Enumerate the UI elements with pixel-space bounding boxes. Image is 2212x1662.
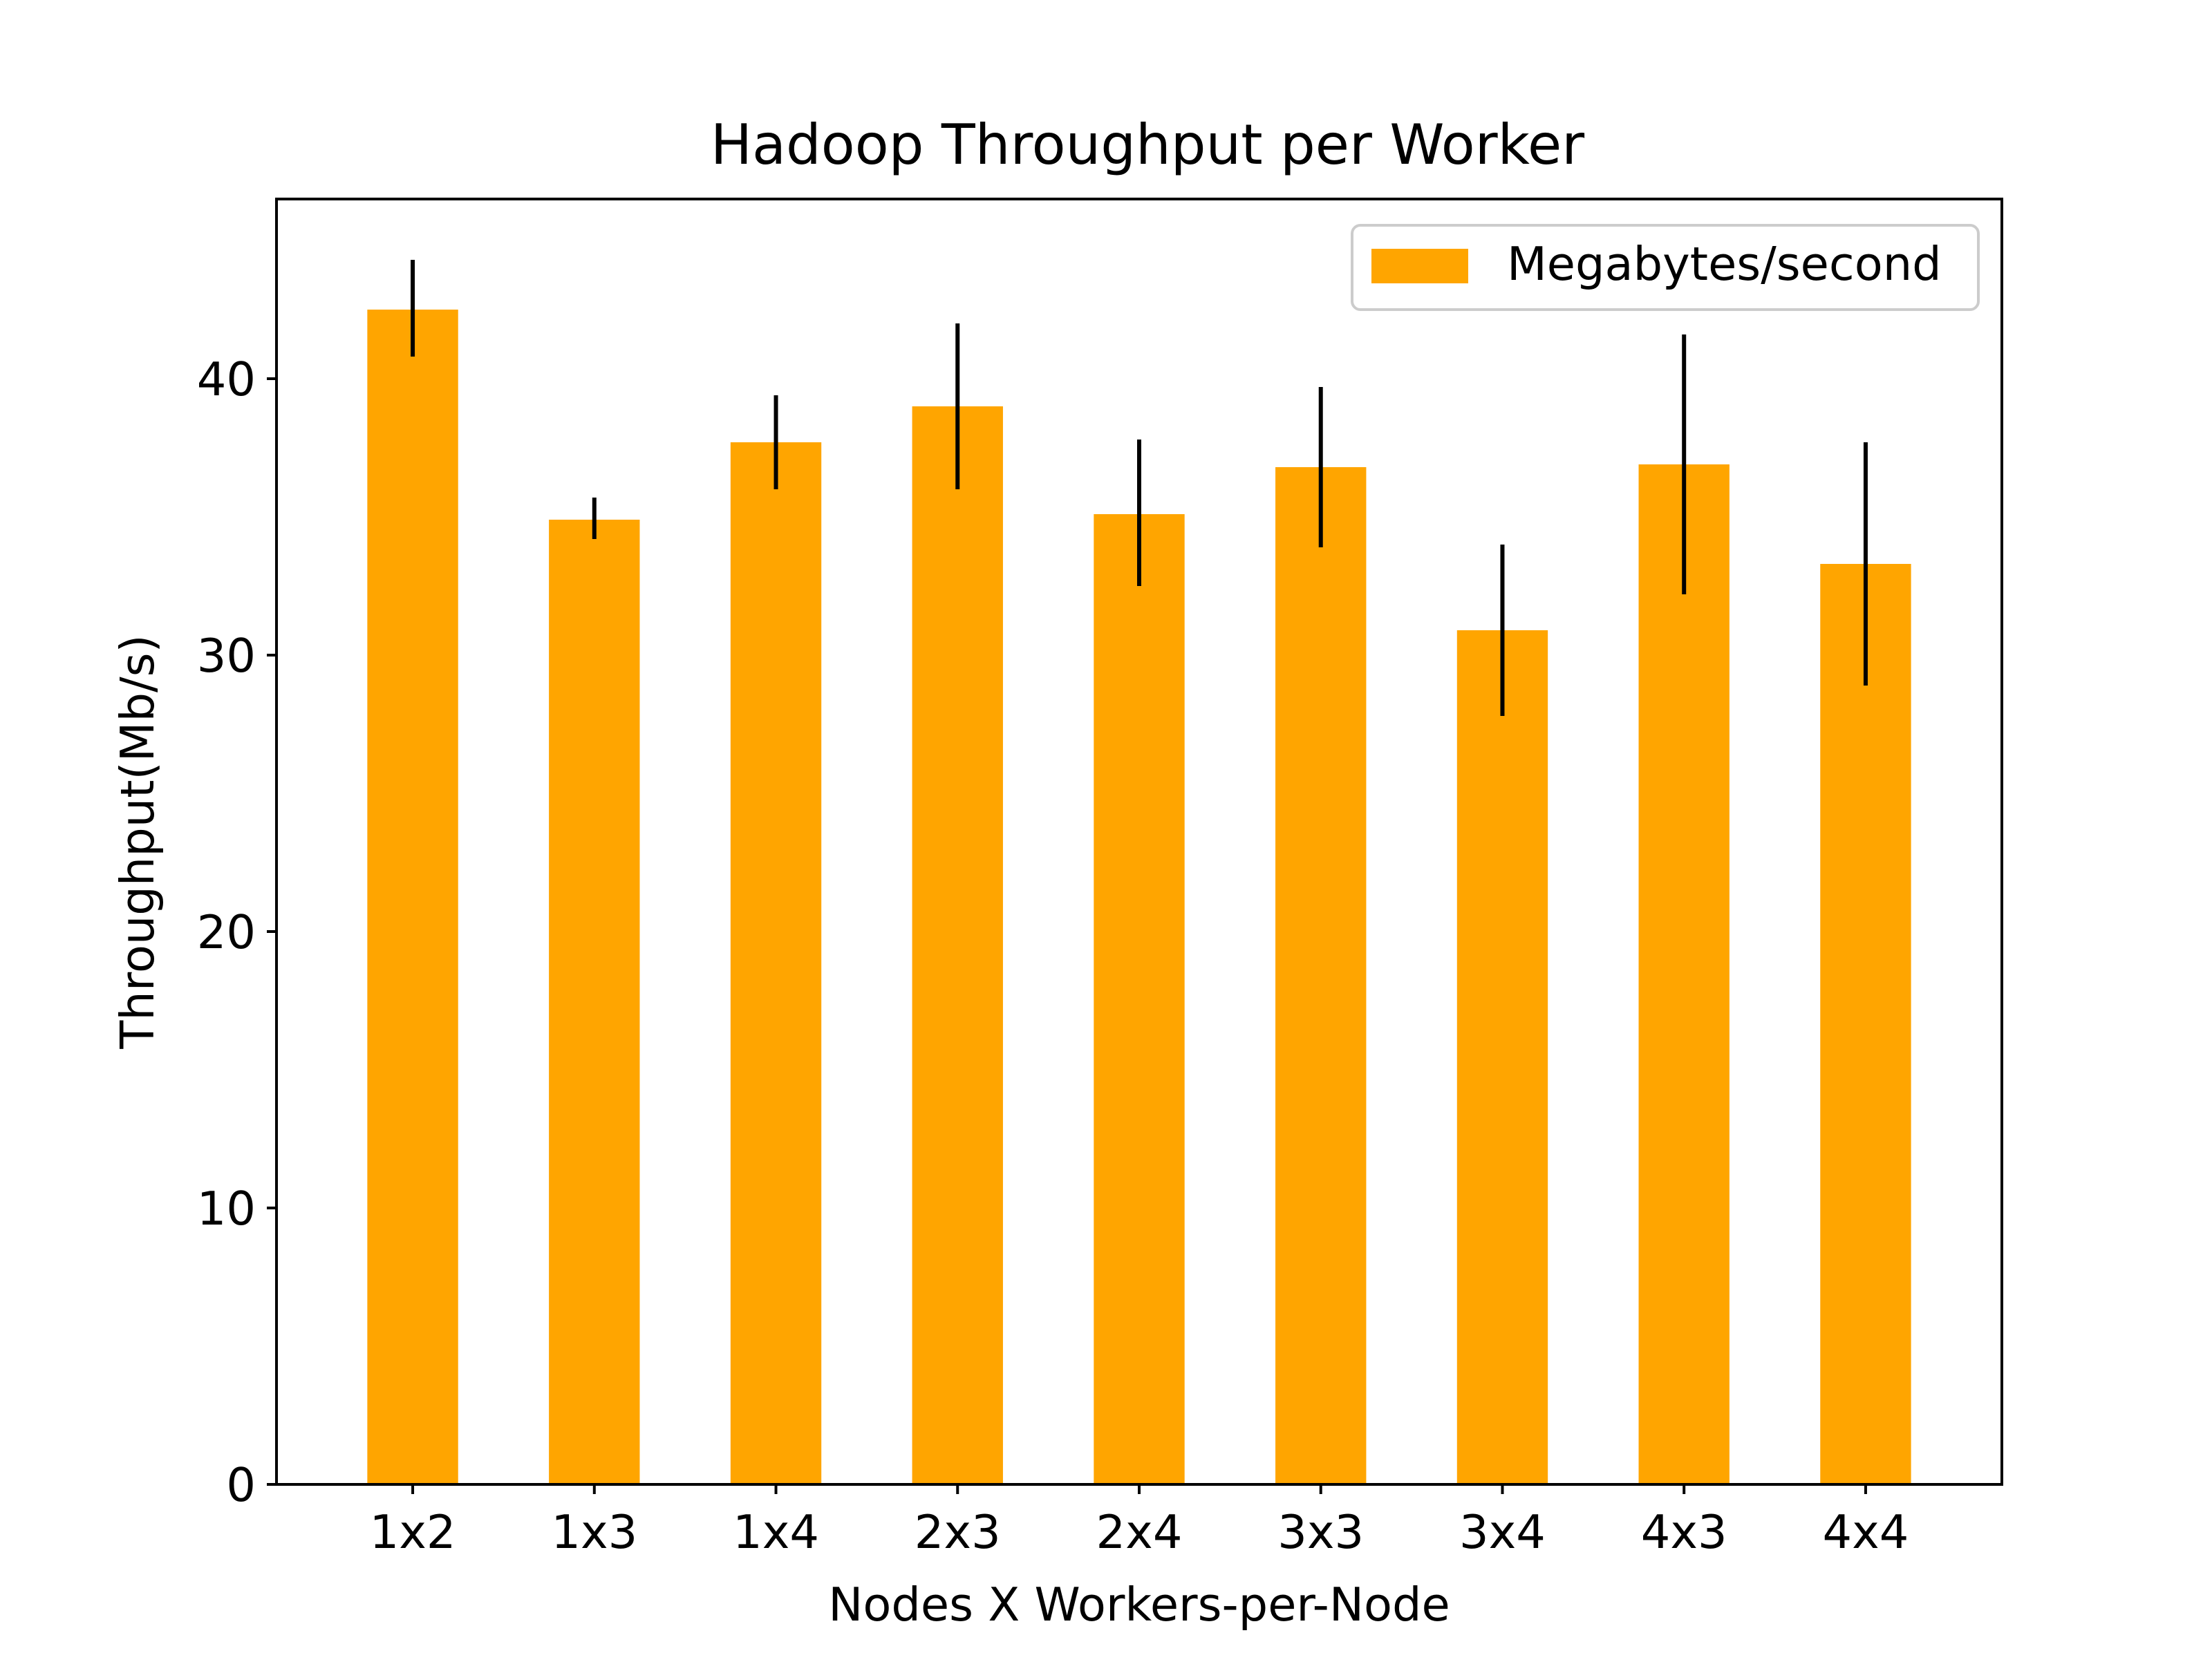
y-axis-label: Throughput(Mb/s) xyxy=(111,634,165,1049)
legend-label: Megabytes/second xyxy=(1507,237,1942,291)
legend-swatch xyxy=(1371,249,1468,283)
bar-3x3 xyxy=(1275,467,1367,1484)
x-tick-label: 1x3 xyxy=(551,1505,637,1559)
y-tick-label: 40 xyxy=(197,352,256,406)
x-tick-label: 4x3 xyxy=(1641,1505,1727,1559)
bar-4x3 xyxy=(1638,464,1730,1484)
x-tick-label: 2x3 xyxy=(915,1505,1001,1559)
bar-4x4 xyxy=(1820,564,1911,1484)
x-axis: 1x2 1x3 1x4 2x3 2x4 3x3 3x4 4x3 4x4 xyxy=(370,1484,1909,1559)
x-tick-label: 4x4 xyxy=(1822,1505,1909,1559)
x-tick-label: 1x4 xyxy=(733,1505,819,1559)
error-bars-layer xyxy=(411,260,1868,716)
bar-1x2 xyxy=(367,310,458,1484)
y-tick-label: 20 xyxy=(197,905,256,959)
x-tick-label: 2x4 xyxy=(1096,1505,1183,1559)
bar-1x4 xyxy=(730,442,822,1484)
bar-2x3 xyxy=(912,406,1003,1484)
bar-3x4 xyxy=(1456,630,1548,1484)
bar-2x4 xyxy=(1094,514,1185,1484)
x-tick-label: 3x4 xyxy=(1459,1505,1546,1559)
x-tick-label: 1x2 xyxy=(370,1505,456,1559)
y-tick-label: 0 xyxy=(226,1458,256,1512)
legend-box xyxy=(1351,224,1980,311)
bars-layer xyxy=(367,310,1911,1484)
y-tick-label: 10 xyxy=(197,1182,256,1236)
x-axis-label: Nodes X Workers-per-Node xyxy=(828,1578,1450,1632)
y-axis: 0 10 20 30 40 xyxy=(197,352,276,1512)
x-tick-label: 3x3 xyxy=(1277,1505,1364,1559)
y-tick-label: 30 xyxy=(197,629,256,683)
chart-title: Hadoop Throughput per Worker xyxy=(711,113,1584,177)
legend: Megabytes/second xyxy=(1351,224,1980,311)
bar-1x3 xyxy=(549,520,640,1484)
